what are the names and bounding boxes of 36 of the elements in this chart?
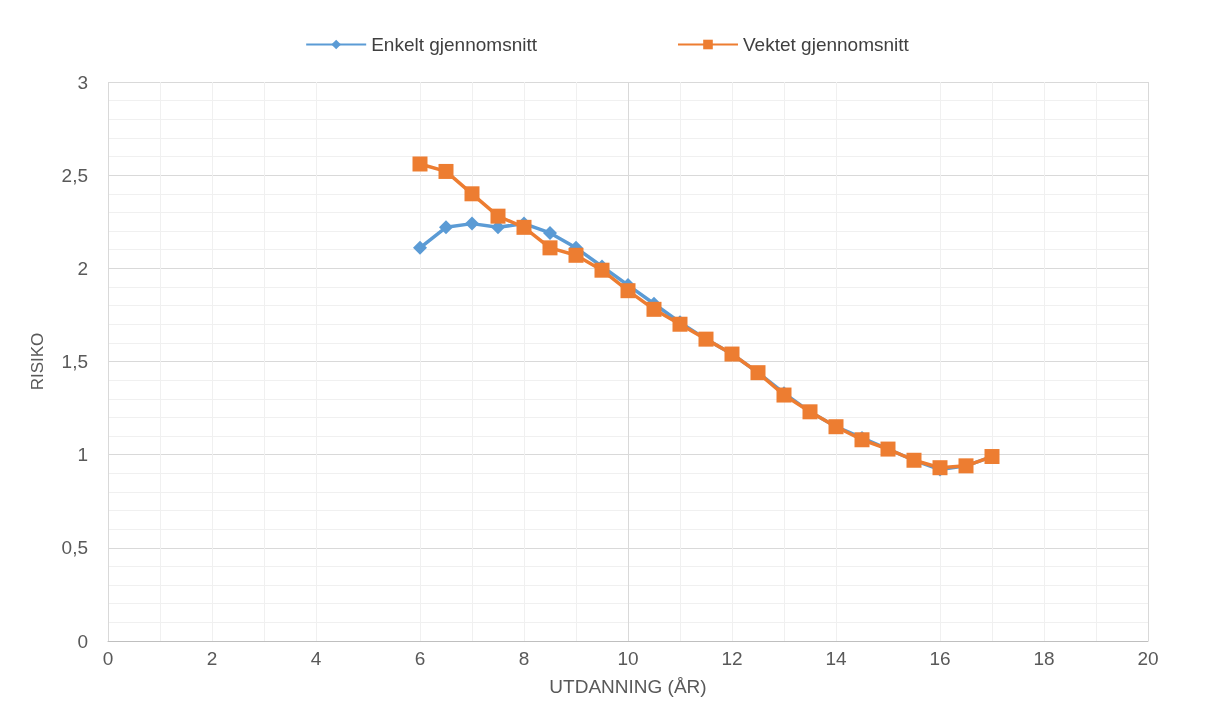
- point: [620, 283, 636, 299]
- y-tick-label: 0: [77, 630, 88, 652]
- x-tick-label: 8: [518, 648, 530, 669]
- x-tick-label: 20: [1137, 648, 1159, 669]
- x-tick-label: 16: [929, 648, 951, 669]
- y-tick-label: 2,5: [61, 164, 88, 186]
- y-tick-label: 1,5: [61, 351, 88, 372]
- point: [646, 301, 662, 317]
- point: [413, 240, 427, 255]
- x-tick-label: 12: [721, 648, 743, 669]
- point: [412, 156, 428, 172]
- x-tick-label: 2: [206, 648, 218, 669]
- y-tick-label: 1: [77, 444, 88, 466]
- point: [438, 163, 454, 179]
- y-tick-label: 2: [77, 257, 88, 279]
- point: [516, 219, 532, 235]
- legend-label: Enkelt gjennomsnitt: [371, 34, 538, 55]
- y-tick-label: 3: [77, 71, 88, 93]
- point: [542, 240, 558, 256]
- x-tick-label: 10: [617, 648, 639, 669]
- x-tick-label: 6: [414, 648, 426, 669]
- point: [465, 216, 479, 231]
- x-axis-title: UTDANNING (ÅR): [549, 676, 707, 697]
- point: [543, 225, 557, 240]
- point: [568, 247, 584, 263]
- x-tick-label: 0: [102, 648, 114, 669]
- x-tick-label: 14: [825, 648, 847, 669]
- y-tick-label: 0,5: [61, 537, 88, 559]
- y-axis-title: RISIKO: [28, 332, 47, 391]
- x-tick-label: 4: [310, 648, 322, 669]
- point: [464, 186, 480, 202]
- point: [439, 220, 453, 235]
- legend-label: Vektet gjennomsnitt: [743, 34, 910, 55]
- x-tick-label: 18: [1033, 648, 1055, 669]
- point: [594, 262, 610, 278]
- point: [490, 208, 506, 224]
